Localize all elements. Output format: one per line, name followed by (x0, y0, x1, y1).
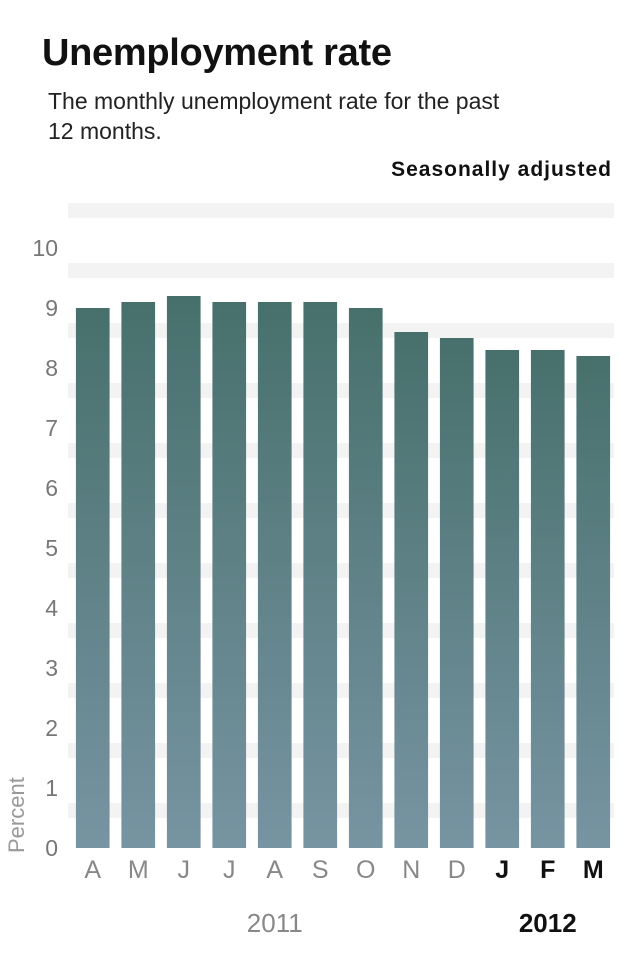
grid-band (68, 263, 614, 278)
x-tick-label: J (178, 856, 191, 884)
bar (121, 302, 156, 848)
bar (257, 302, 292, 848)
x-tick-label: O (356, 856, 375, 884)
chart-title: Unemployment rate (42, 32, 392, 74)
x-tick-label: D (448, 856, 466, 884)
y-tick-label: 4 (45, 595, 58, 621)
grid-band (68, 743, 614, 758)
grid-band (68, 443, 614, 458)
grid-band (68, 563, 614, 578)
x-tick-label: J (495, 856, 509, 884)
grid-band (68, 323, 614, 338)
bar (166, 296, 201, 848)
y-tick-label: 10 (32, 235, 58, 261)
grid-band (68, 683, 614, 698)
bars (75, 296, 611, 848)
grid-band (68, 383, 614, 398)
y-axis-label: Percent (4, 777, 29, 853)
grid-band (68, 203, 614, 218)
y-tick-label: 5 (45, 535, 58, 561)
year-label: 2012 (519, 908, 577, 938)
bar (530, 350, 565, 848)
y-tick-label: 1 (45, 775, 58, 801)
bar (576, 356, 611, 848)
x-tick-label: S (312, 856, 329, 884)
x-tick-label: M (583, 856, 604, 884)
x-tick-label: N (402, 856, 420, 884)
y-tick-label: 8 (45, 355, 58, 381)
seasonally-adjusted-note: Seasonally adjusted (391, 158, 612, 181)
y-tick-label: 0 (45, 835, 58, 861)
y-tick-label: 9 (45, 295, 58, 321)
x-tick-label: M (128, 856, 149, 884)
year-label: 2011 (247, 908, 303, 938)
y-tick-label: 6 (45, 475, 58, 501)
grid-band (68, 623, 614, 638)
bar (439, 338, 474, 848)
bar (303, 302, 338, 848)
bar (75, 308, 110, 848)
bar (485, 350, 520, 848)
chart-subtitle: The monthly unemployment rate for the pa… (48, 88, 500, 144)
grid-lines (68, 203, 614, 818)
bar (348, 308, 383, 848)
y-axis-ticks: 0 1 2 3 4 5 6 7 8 9 10 (32, 235, 58, 861)
y-tick-label: 7 (45, 415, 58, 441)
x-tick-label: J (223, 856, 236, 884)
bar (212, 302, 247, 848)
y-tick-label: 2 (45, 715, 58, 741)
x-tick-label: A (84, 856, 101, 884)
grid-band (68, 503, 614, 518)
x-tick-label: A (266, 856, 283, 884)
y-tick-label: 3 (45, 655, 58, 681)
bar (394, 332, 429, 848)
x-tick-label: F (540, 856, 555, 884)
year-labels: 2011 2012 (247, 908, 577, 938)
grid-band (68, 803, 614, 818)
